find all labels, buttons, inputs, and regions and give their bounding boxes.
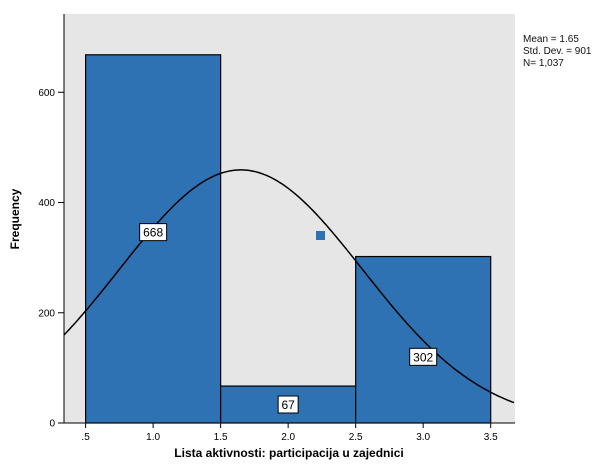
x-tick-label: 1.5 <box>214 432 228 443</box>
y-axis-ticks: 0 200 400 600 <box>38 88 64 430</box>
y-axis-label: Frequency <box>8 188 22 249</box>
bar-label-text: 67 <box>281 398 295 412</box>
x-tick-label: 3.5 <box>484 432 498 443</box>
y-tick-label: 200 <box>38 308 55 319</box>
x-tick-label: 1.0 <box>146 432 160 443</box>
x-axis-ticks: .5 1.0 1.5 2.0 2.5 3.0 3.5 <box>81 423 498 443</box>
bar-label-box <box>139 223 168 242</box>
bar-label: 668 <box>139 223 168 242</box>
bar-label-text: 302 <box>413 350 433 364</box>
y-tick-label: 400 <box>38 198 55 209</box>
normal-curve <box>63 169 515 404</box>
summary-statistics: Mean = 1.65 Std. Dev. = 901 N= 1,037 <box>523 34 591 70</box>
marker-square <box>316 231 325 240</box>
bar-label-box <box>409 347 438 366</box>
x-tick-label: 2.5 <box>349 432 363 443</box>
x-axis-label: Lista aktivnosti: participacija u zajedn… <box>174 446 403 460</box>
y-tick-label: 600 <box>38 88 55 99</box>
bar-label-box <box>277 395 299 414</box>
n-stat: N= 1,037 <box>523 58 564 69</box>
mean-stat: Mean = 1.65 <box>523 34 579 45</box>
std-dev-stat: Std. Dev. = 901 <box>523 46 592 57</box>
bar-label: 302 <box>409 347 438 366</box>
y-tick-label: 0 <box>49 419 55 430</box>
bar-label: 67 <box>277 395 299 414</box>
bar-data-labels: 668 67 302 <box>139 223 438 414</box>
bar-label-text: 668 <box>143 226 163 240</box>
x-tick-label: .5 <box>81 432 90 443</box>
x-tick-label: 2.0 <box>281 432 295 443</box>
x-tick-label: 3.0 <box>416 432 430 443</box>
